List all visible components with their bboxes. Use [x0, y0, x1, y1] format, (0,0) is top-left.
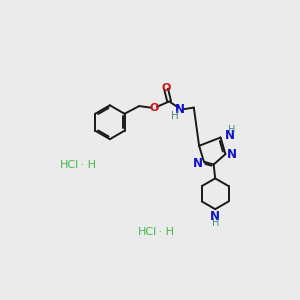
Text: · H: · H — [155, 227, 174, 237]
Text: N: N — [210, 210, 220, 223]
Text: N: N — [193, 157, 203, 170]
Text: · H: · H — [77, 160, 96, 170]
Text: H: H — [228, 125, 235, 135]
Text: HCl: HCl — [138, 227, 158, 237]
Text: N: N — [175, 103, 185, 116]
Text: H: H — [212, 218, 219, 228]
Text: O: O — [149, 103, 158, 112]
Text: HCl: HCl — [60, 160, 79, 170]
Text: N: N — [226, 148, 237, 160]
Text: H: H — [171, 111, 178, 121]
Text: N: N — [225, 129, 235, 142]
Text: O: O — [161, 83, 171, 93]
